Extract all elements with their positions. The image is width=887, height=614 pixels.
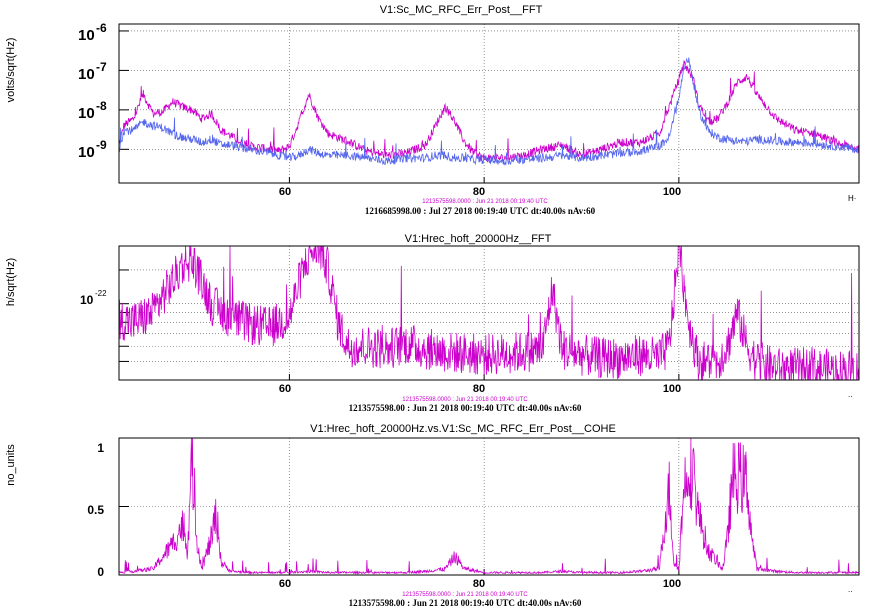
- panel1-xtick: 60: [279, 186, 291, 198]
- series-line: [118, 437, 860, 576]
- panel3-subtitle: 1213575598.0000 : Jun 21 2018 00:19:40 U…: [402, 592, 528, 598]
- panel3-frame: [118, 437, 860, 576]
- panel2-footer: 1213575598.00 : Jun 21 2018 00:19:40 UTC…: [349, 403, 582, 413]
- panel2-xticks: 60 80 100: [279, 383, 681, 395]
- panel1-footer: 1216685998.00 : Jul 27 2018 00:19:40 UTC…: [365, 206, 596, 216]
- panel1-ytick: 10: [78, 27, 95, 44]
- panel2-xtick: 100: [663, 383, 681, 395]
- panel3-footer: 1213575598.00 : Jun 21 2018 00:19:40 UTC…: [349, 598, 582, 608]
- panel1-ytick: 10: [78, 66, 95, 83]
- panel1-series: [118, 57, 860, 166]
- panel2-ylabel: h/sqrt(Hz): [5, 258, 17, 306]
- panel1-ylabel: volts/sqrt(Hz): [5, 38, 17, 103]
- panel2-xtick: 60: [279, 383, 291, 395]
- panel1-ytick-exp: -9: [96, 138, 107, 152]
- panel3-xticks: 60 80 100: [279, 578, 681, 590]
- panel2-ytick: 10: [80, 293, 94, 307]
- series-line: [118, 245, 860, 381]
- panel1-subtitle: 1213575598.0000 : Jun 21 2018 00:19:40 U…: [422, 199, 548, 205]
- panel2-title: V1:Hrec_hoft_20000Hz__FFT: [405, 233, 552, 245]
- panel3-ylabel: no_units: [5, 444, 17, 486]
- panel1-grid: [119, 24, 859, 183]
- panel3-series: [118, 437, 860, 576]
- panel1-ytick: 10: [78, 144, 95, 161]
- panel3-xtick: 80: [473, 578, 485, 590]
- panel1-xtick: 80: [473, 186, 485, 198]
- panel3-ytick: 1: [97, 441, 104, 455]
- panel1-xticks: 60 80 100: [279, 186, 681, 198]
- panel3-xtick: 100: [663, 578, 681, 590]
- panel1-title: V1:Sc_MC_RFC_Err_Post__FFT: [380, 4, 543, 16]
- panel2-ytick-exp: -22: [95, 289, 107, 298]
- panel1-ytick-exp: -6: [96, 21, 107, 35]
- panel2-x-unit: ..: [848, 390, 852, 399]
- panel3-xtick: 60: [279, 578, 291, 590]
- panel1-xtick: 100: [663, 186, 681, 198]
- series-line: [118, 57, 860, 166]
- panel2-xtick: 80: [473, 383, 485, 395]
- panel3-ytick: 0.5: [87, 503, 104, 517]
- panel2-series: [118, 245, 860, 381]
- panel3-title: V1:Hrec_hoft_20000Hz.vs.V1:Sc_MC_RFC_Err…: [310, 423, 616, 435]
- panel1-ytick-exp: -7: [96, 60, 107, 74]
- panel1-x-unit: H·: [848, 194, 856, 203]
- panel2-frame: [118, 245, 860, 381]
- panel1-yticks: 10 -6 10 -7 10 -8 10 -9: [78, 21, 107, 161]
- panel3-yticks: 1 0.5 0: [87, 441, 104, 579]
- panel2-subtitle: 1213575598.0000 : Jun 21 2018 00:19:40 U…: [402, 397, 528, 403]
- panel1-frame: [118, 23, 860, 184]
- panel1-ytick-exp: -8: [96, 99, 107, 113]
- panel3-x-unit: ..: [848, 585, 852, 594]
- panel3-ytick: 0: [97, 565, 104, 579]
- panel1-ytick: 10: [78, 105, 95, 122]
